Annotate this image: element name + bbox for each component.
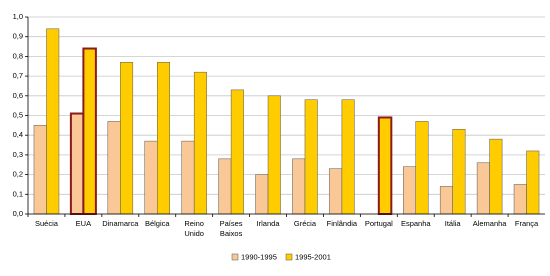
bar — [267, 95, 281, 215]
bar — [230, 89, 244, 215]
bar — [292, 158, 306, 215]
x-tick-label: Itália — [445, 219, 462, 228]
x-tick-label: Portugal — [365, 219, 393, 228]
x-tick-label: Suécia — [35, 219, 59, 228]
x-tick-label: EUA — [76, 219, 91, 228]
bar — [193, 71, 207, 215]
bar — [452, 129, 466, 215]
x-tick-label: Reino Unido — [184, 219, 204, 238]
bar — [46, 28, 60, 215]
bar — [329, 168, 343, 215]
bar — [181, 140, 195, 215]
x-tick-label: Países Baixos — [220, 219, 243, 238]
bar — [120, 62, 134, 215]
bar — [82, 47, 97, 215]
bar — [513, 184, 527, 215]
y-tick-label: 0,3 — [13, 150, 23, 159]
bar — [341, 99, 355, 215]
bar — [415, 121, 429, 215]
bar — [304, 99, 318, 215]
bar — [403, 166, 416, 215]
x-tick-label: Dinamarca — [102, 219, 139, 228]
bar — [377, 116, 393, 215]
bar — [489, 138, 503, 215]
bar — [218, 158, 232, 215]
y-tick-label: 0,9 — [13, 32, 23, 41]
x-tick-label: Alemanha — [473, 219, 508, 228]
bar — [144, 140, 158, 215]
x-tick-label: Irlanda — [257, 219, 281, 228]
y-tick-label: 0,6 — [13, 91, 23, 100]
bar — [439, 186, 453, 215]
y-tick-label: 0,4 — [13, 130, 23, 139]
y-tick-label: 0,5 — [13, 110, 23, 119]
bar — [476, 162, 490, 215]
legend-swatch — [231, 253, 239, 261]
y-tick-label: 0,1 — [13, 189, 23, 198]
x-tick-label: França — [515, 219, 539, 228]
legend-label: 1990-1995 — [241, 252, 277, 261]
legend-label: 1995-2001 — [295, 252, 331, 261]
y-tick-label: 0,0 — [13, 209, 23, 218]
legend-swatch — [285, 253, 293, 261]
x-tick-label: Bélgica — [145, 219, 170, 228]
y-tick-label: 0,8 — [13, 51, 23, 60]
x-tick-label: Grécia — [294, 219, 317, 228]
x-tick-label: Finlândia — [327, 219, 358, 228]
bar — [157, 62, 170, 215]
bar — [33, 125, 47, 215]
y-tick-label: 0,2 — [13, 170, 23, 179]
bar — [526, 150, 540, 215]
x-tick-label: Espanha — [401, 219, 431, 228]
bar — [69, 112, 85, 215]
bar — [107, 121, 121, 215]
y-tick-label: 0,7 — [13, 71, 23, 80]
bar — [255, 174, 269, 215]
y-tick-label: 1,0 — [13, 12, 23, 21]
